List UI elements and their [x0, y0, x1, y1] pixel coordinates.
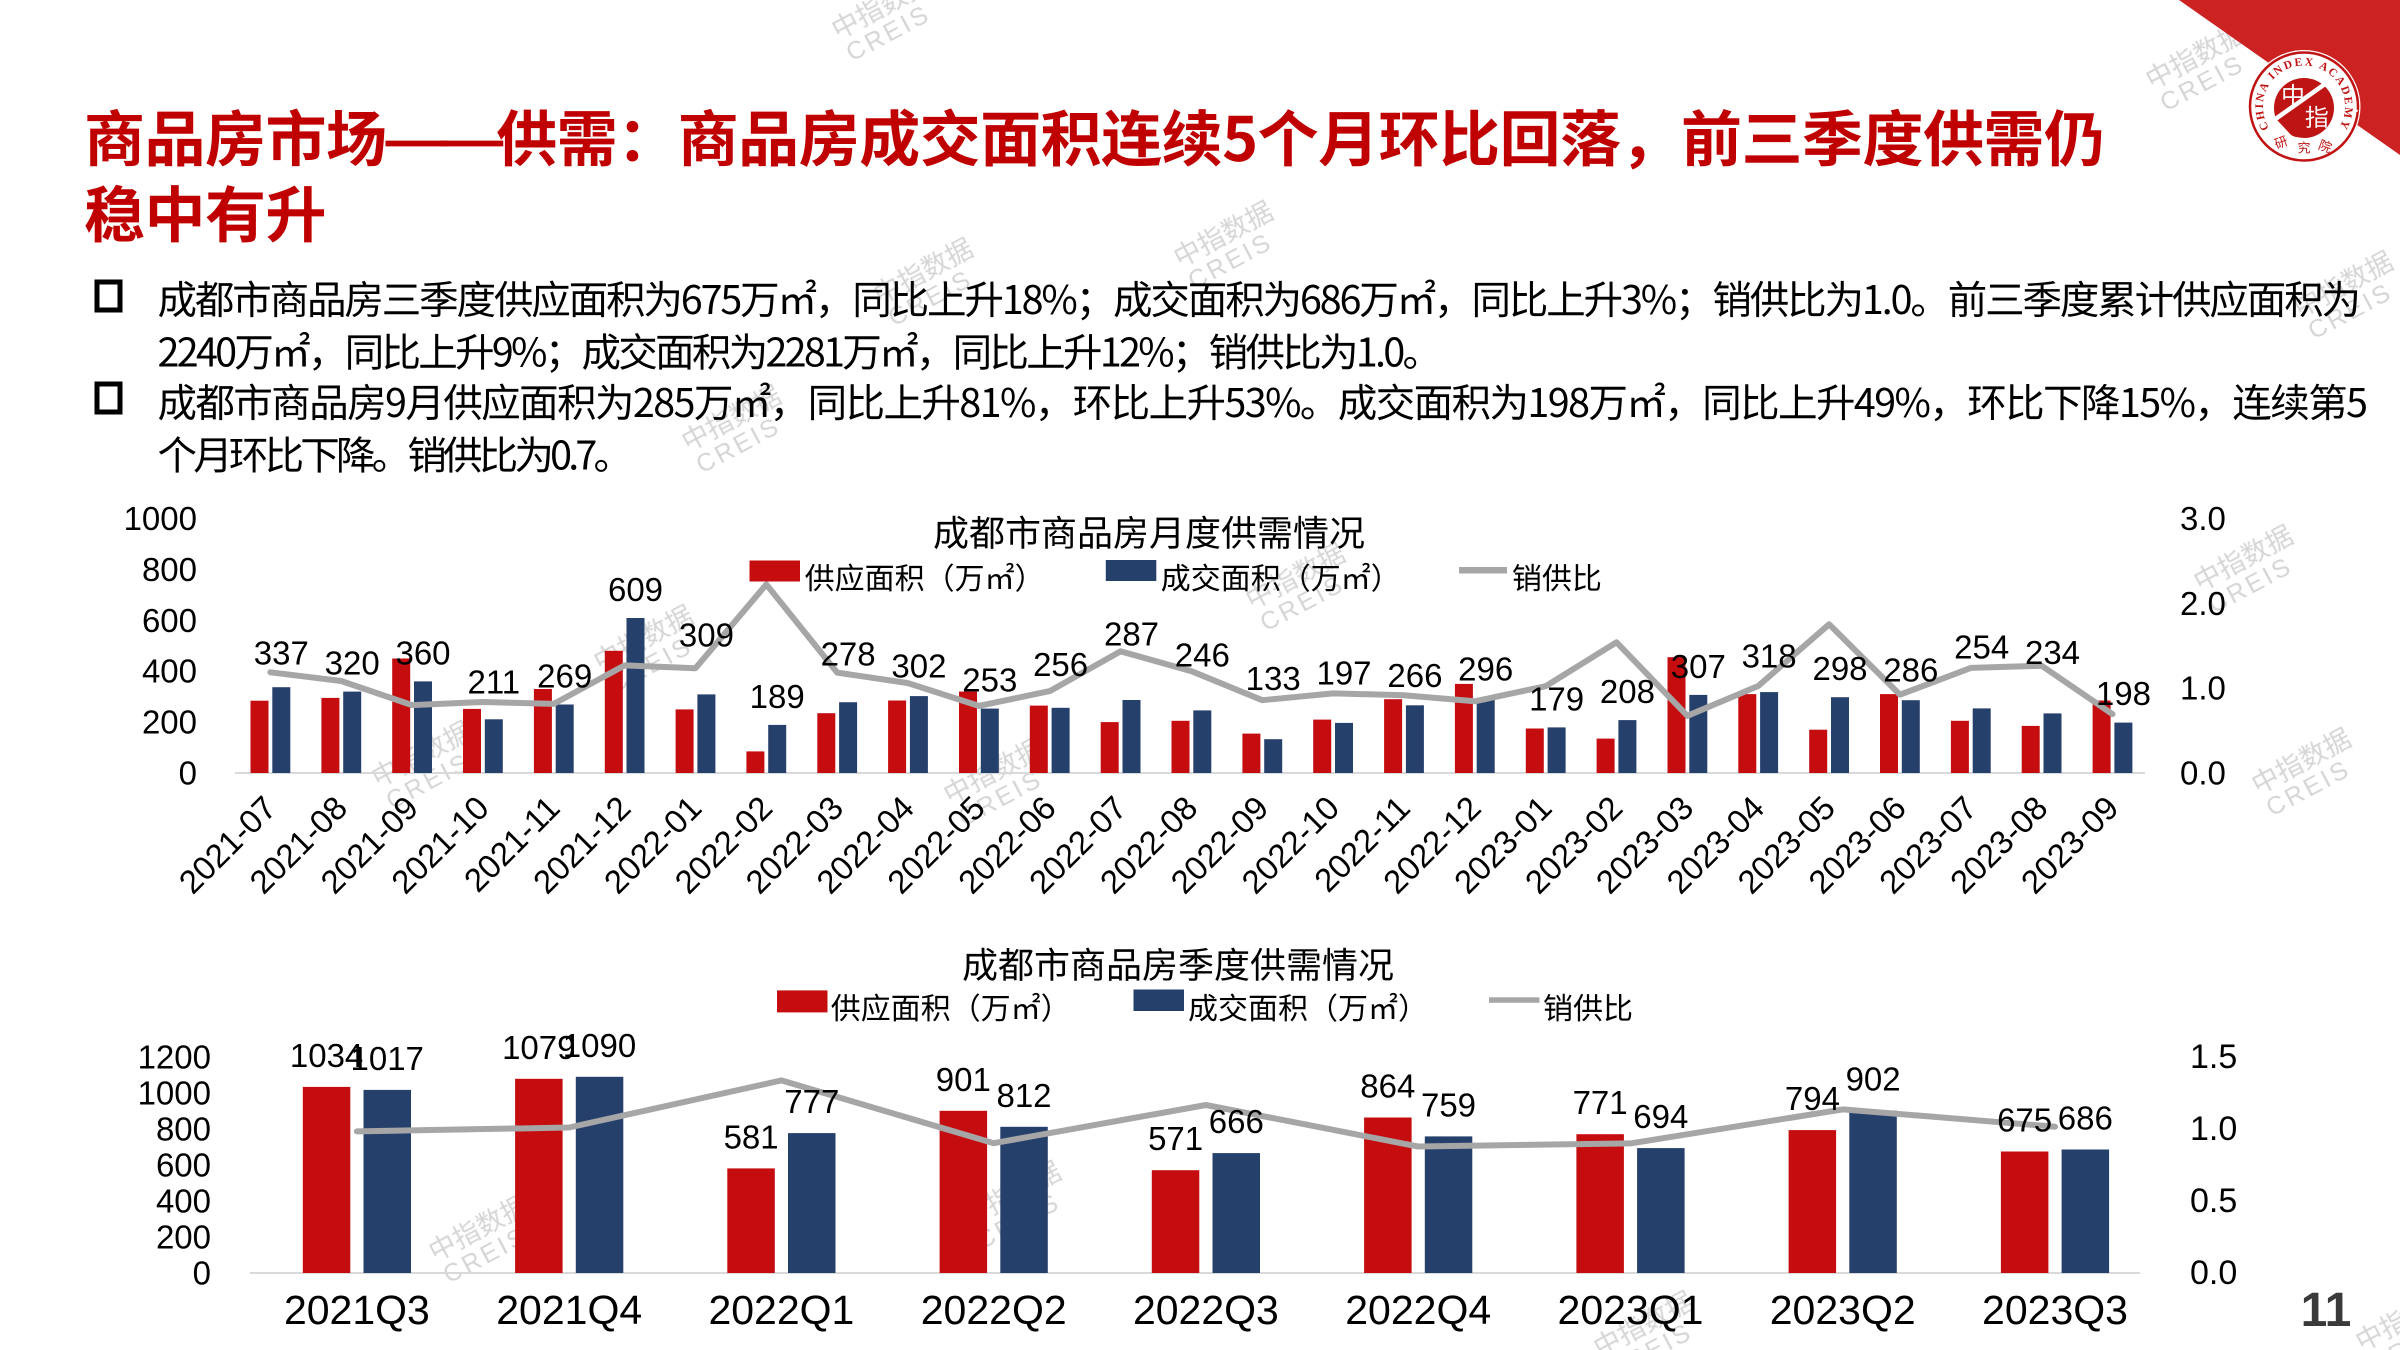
svg-text:675: 675 — [1997, 1102, 2052, 1139]
svg-text:234: 234 — [2025, 634, 2080, 671]
svg-text:253: 253 — [962, 662, 1017, 699]
svg-text:133: 133 — [1246, 660, 1301, 697]
svg-text:0: 0 — [179, 755, 197, 792]
svg-text:286: 286 — [1883, 652, 1938, 689]
svg-text:901: 901 — [936, 1061, 991, 1098]
svg-text:400: 400 — [142, 653, 197, 690]
svg-text:307: 307 — [1671, 648, 1726, 685]
svg-text:2.0: 2.0 — [2180, 585, 2226, 622]
svg-text:777: 777 — [784, 1083, 839, 1120]
svg-text:759: 759 — [1421, 1086, 1476, 1123]
svg-text:309: 309 — [679, 616, 734, 653]
svg-text:2022Q2: 2022Q2 — [921, 1287, 1067, 1333]
svg-text:2022Q4: 2022Q4 — [1345, 1287, 1491, 1333]
svg-text:269: 269 — [537, 658, 592, 695]
svg-text:198: 198 — [2096, 675, 2151, 712]
svg-text:2023Q3: 2023Q3 — [1982, 1287, 2128, 1333]
svg-text:11: 11 — [2301, 1284, 2352, 1337]
svg-text:179: 179 — [1529, 680, 1584, 717]
svg-text:197: 197 — [1316, 655, 1371, 692]
svg-text:278: 278 — [821, 635, 876, 672]
svg-text:2021Q4: 2021Q4 — [496, 1287, 642, 1333]
svg-text:200: 200 — [142, 704, 197, 741]
svg-text:200: 200 — [156, 1219, 211, 1256]
svg-text:1090: 1090 — [563, 1027, 636, 1064]
svg-text:1034: 1034 — [290, 1037, 363, 1074]
svg-text:1017: 1017 — [350, 1040, 423, 1077]
svg-text:571: 571 — [1148, 1120, 1203, 1157]
svg-text:902: 902 — [1846, 1061, 1901, 1098]
svg-text:302: 302 — [891, 648, 946, 685]
svg-text:400: 400 — [156, 1183, 211, 1220]
svg-text:1.0: 1.0 — [2180, 670, 2226, 707]
svg-text:211: 211 — [467, 663, 520, 700]
svg-text:581: 581 — [724, 1118, 779, 1155]
svg-text:600: 600 — [142, 602, 197, 639]
svg-text:337: 337 — [254, 635, 309, 672]
svg-text:600: 600 — [156, 1147, 211, 1184]
svg-text:2023Q2: 2023Q2 — [1770, 1287, 1916, 1333]
svg-text:0.5: 0.5 — [2190, 1182, 2237, 1220]
svg-text:266: 266 — [1387, 657, 1442, 694]
svg-text:794: 794 — [1785, 1080, 1840, 1117]
svg-text:2022Q3: 2022Q3 — [1133, 1287, 1279, 1333]
svg-text:296: 296 — [1458, 651, 1513, 688]
svg-text:771: 771 — [1573, 1084, 1628, 1121]
svg-text:189: 189 — [750, 678, 805, 715]
svg-text:256: 256 — [1033, 646, 1088, 683]
svg-text:1000: 1000 — [138, 1075, 211, 1112]
svg-text:3.0: 3.0 — [2180, 500, 2226, 537]
svg-text:246: 246 — [1175, 637, 1230, 674]
svg-text:609: 609 — [608, 571, 663, 608]
svg-text:254: 254 — [1954, 629, 2009, 666]
svg-text:694: 694 — [1633, 1098, 1688, 1135]
svg-text:2022Q1: 2022Q1 — [708, 1287, 854, 1333]
svg-text:1.5: 1.5 — [2190, 1038, 2237, 1076]
svg-text:686: 686 — [2058, 1100, 2113, 1137]
svg-text:800: 800 — [142, 551, 197, 588]
svg-text:864: 864 — [1360, 1068, 1415, 1105]
svg-text:1079: 1079 — [502, 1029, 575, 1066]
svg-text:0: 0 — [193, 1255, 211, 1292]
svg-text:800: 800 — [156, 1111, 211, 1148]
svg-text:318: 318 — [1742, 638, 1797, 675]
svg-text:0.0: 0.0 — [2190, 1254, 2237, 1292]
svg-text:666: 666 — [1209, 1103, 1264, 1140]
svg-text:298: 298 — [1812, 650, 1867, 687]
svg-text:1000: 1000 — [124, 500, 197, 537]
svg-text:0.0: 0.0 — [2180, 755, 2226, 792]
svg-text:287: 287 — [1104, 615, 1159, 652]
svg-text:2023Q1: 2023Q1 — [1558, 1287, 1704, 1333]
svg-text:320: 320 — [325, 645, 380, 682]
svg-text:812: 812 — [996, 1077, 1051, 1114]
svg-text:208: 208 — [1600, 673, 1655, 710]
svg-text:2021Q3: 2021Q3 — [284, 1287, 430, 1333]
svg-text:1.0: 1.0 — [2190, 1110, 2237, 1148]
svg-text:1200: 1200 — [138, 1039, 211, 1076]
svg-text:360: 360 — [395, 634, 450, 671]
